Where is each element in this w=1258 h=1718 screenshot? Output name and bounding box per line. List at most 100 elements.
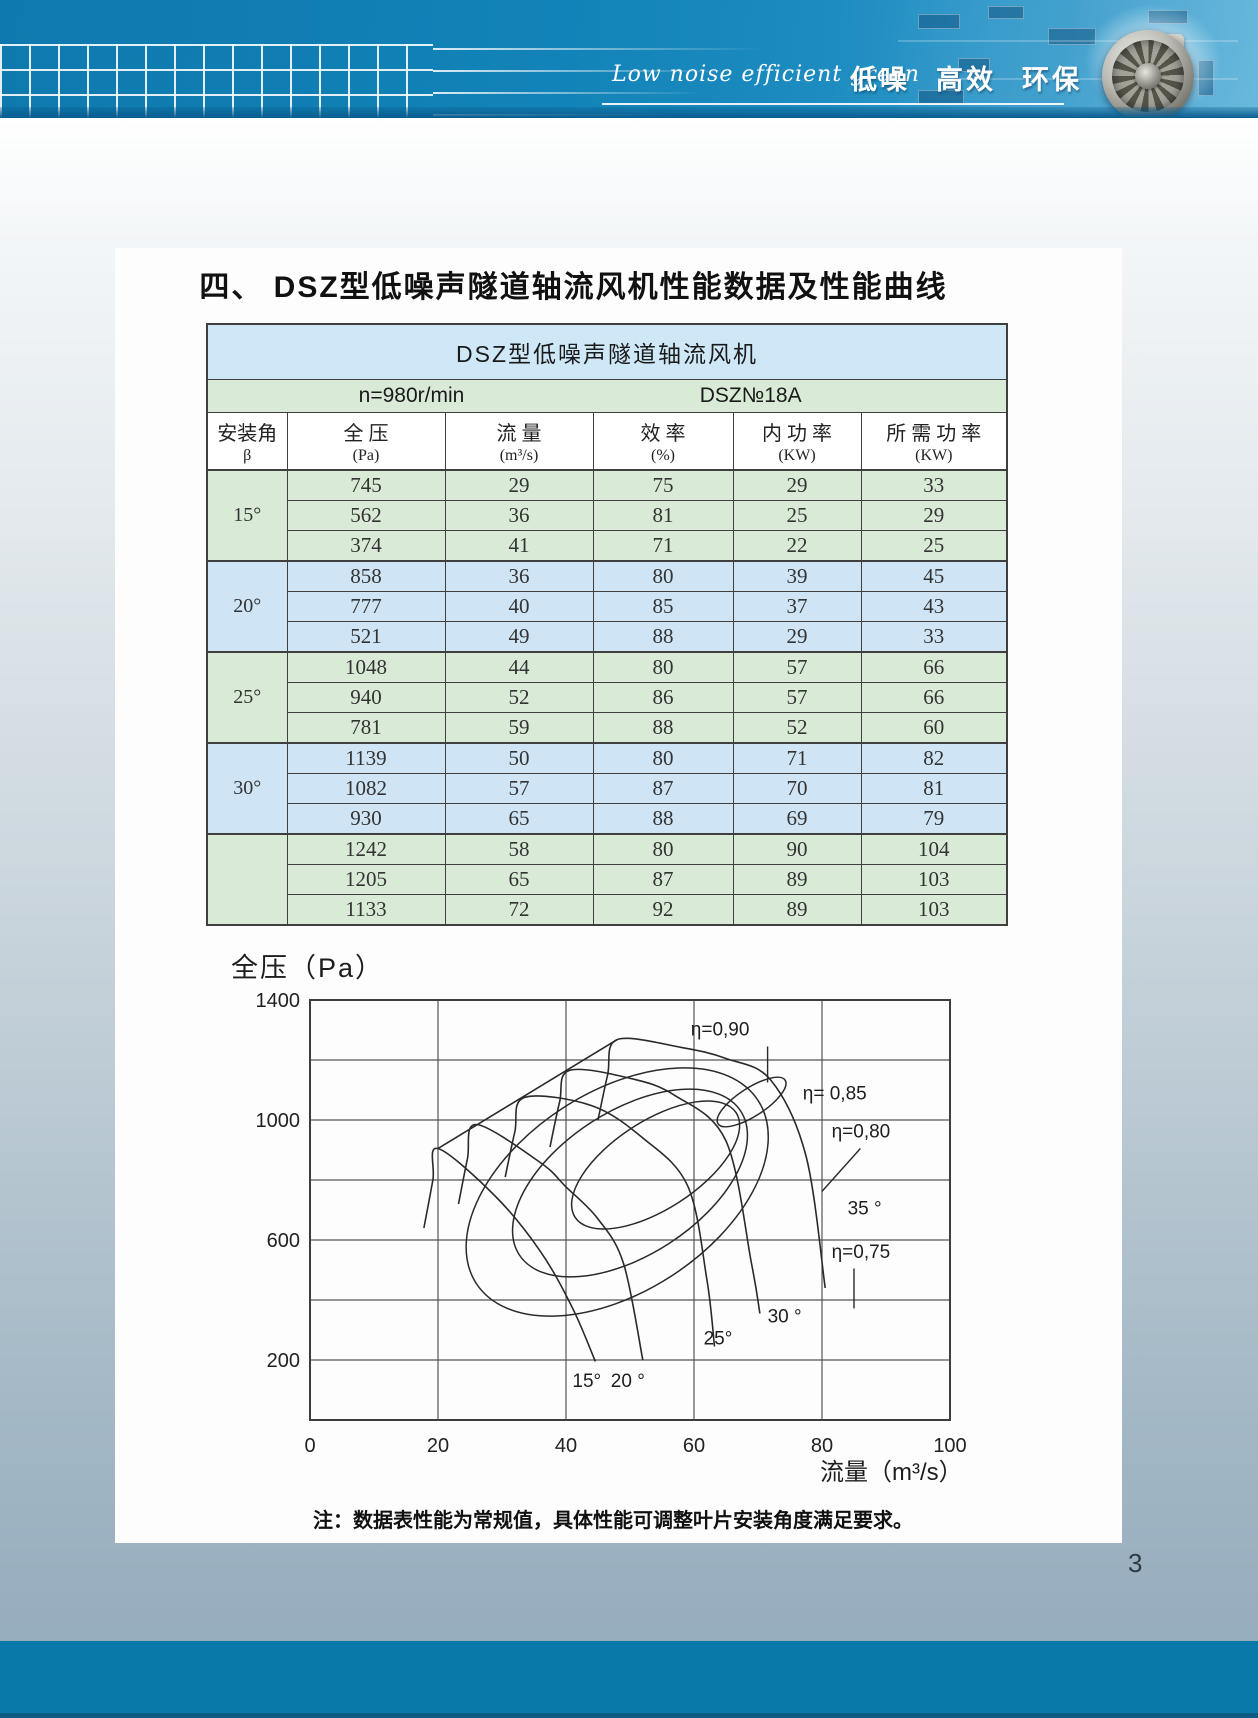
table-value-cell: 57: [732, 682, 862, 713]
blade-angle-cell: [206, 833, 288, 926]
table-value-cell: 33: [860, 469, 1008, 501]
blade-angle-cell: 30°: [206, 742, 288, 835]
fan-speed-value: n=980r/min: [358, 384, 465, 407]
table-value-cell: 45: [860, 560, 1008, 592]
table-value-cell: 103: [860, 864, 1008, 895]
table-value-cell: 1082: [286, 773, 446, 804]
banner-streak-line: [433, 92, 703, 94]
performance-note: 注：数据表性能为常规值，具体性能可调整叶片安装角度满足要求。: [313, 1510, 913, 1532]
table-value-cell: 940: [286, 682, 446, 713]
table-value-cell: 25: [732, 500, 862, 531]
flow-axis-label: 流量（m³/s）: [820, 1459, 963, 1486]
table-value-cell: 89: [732, 894, 862, 926]
column-header-cell: 流 量 (m³/s): [444, 412, 594, 471]
column-header-cell: 内 功 率 (KW): [732, 412, 862, 471]
table-value-cell: 65: [444, 864, 594, 895]
curve-label: 15°: [572, 1371, 601, 1392]
table-value-cell: 88: [592, 621, 734, 653]
table-value-cell: 25: [860, 530, 1008, 562]
blade-angle-cell: 15°: [206, 469, 288, 562]
table-value-cell: 80: [592, 833, 734, 865]
table-value-cell: 70: [732, 773, 862, 804]
table-value-cell: 1048: [286, 651, 446, 683]
table-value-cell: 57: [444, 773, 594, 804]
table-value-cell: 89: [732, 864, 862, 895]
pcb-chip: [918, 14, 960, 29]
banner-underline: [602, 103, 1064, 105]
curve-label: 30 °: [768, 1307, 802, 1328]
table-value-cell: 60: [860, 712, 1008, 744]
table-value-cell: 41: [444, 530, 594, 562]
tagline-word: 环保: [1022, 65, 1082, 95]
table-value-cell: 81: [592, 500, 734, 531]
table-value-cell: 43: [860, 591, 1008, 622]
table-value-cell: 57: [732, 651, 862, 683]
table-value-cell: 29: [732, 469, 862, 501]
x-axis-tick-label: 80: [811, 1435, 833, 1457]
column-header-cell: 全 压 (Pa): [286, 412, 446, 471]
fan-curve: [423, 1147, 597, 1362]
table-value-cell: 33: [860, 621, 1008, 653]
x-axis-tick-label: 0: [304, 1435, 315, 1457]
tagline-word: 低噪: [850, 65, 910, 95]
fan-curve: [504, 1095, 716, 1347]
curve-label: η=0,80: [832, 1121, 891, 1142]
fan-model-value: DSZ№18A: [699, 384, 802, 407]
surge-line: [437, 1038, 618, 1150]
banner-streak-line: [433, 70, 733, 72]
curve-label: η=0,75: [832, 1242, 891, 1263]
axial-fan-icon: [1102, 30, 1194, 118]
curve-label: η=0,90: [691, 1019, 750, 1040]
table-value-cell: 85: [592, 591, 734, 622]
table-value-cell: 44: [444, 651, 594, 683]
y-axis-tick-label: 1400: [256, 990, 301, 1012]
content-panel: 四、 DSZ型低噪声隧道轴流风机性能数据及性能曲线 DSZ型低噪声隧道轴流风机 n…: [115, 248, 1122, 1543]
pcb-chip: [988, 6, 1024, 19]
table-value-cell: 521: [286, 621, 446, 653]
column-header-cell: 效 率 (%): [592, 412, 734, 471]
table-value-cell: 81: [860, 773, 1008, 804]
table-value-cell: 781: [286, 712, 446, 744]
table-value-cell: 52: [732, 712, 862, 744]
column-header-cell: 安装角 β: [206, 412, 288, 471]
x-axis-tick-label: 100: [933, 1435, 966, 1457]
efficiency-contour: [511, 1088, 749, 1278]
table-value-cell: 40: [444, 591, 594, 622]
table-value-cell: 72: [444, 894, 594, 926]
table-value-cell: 87: [592, 864, 734, 895]
table-value-cell: 87: [592, 773, 734, 804]
fan-curve: [597, 1037, 826, 1289]
y-axis-tick-label: 600: [267, 1230, 300, 1252]
table-value-cell: 37: [732, 591, 862, 622]
table-value-cell: 88: [592, 712, 734, 744]
table-value-cell: 104: [860, 833, 1008, 865]
pcb-chip: [958, 58, 990, 72]
table-value-cell: 50: [444, 742, 594, 774]
curve-label: η= 0,85: [803, 1084, 867, 1105]
table-value-cell: 80: [592, 651, 734, 683]
table-value-cell: 36: [444, 500, 594, 531]
table-value-cell: 90: [732, 833, 862, 865]
footer-bar: [0, 1641, 1258, 1718]
efficiency-contour: [465, 1067, 770, 1317]
table-value-cell: 82: [860, 742, 1008, 774]
plot-border: [309, 999, 951, 1421]
table-value-cell: 22: [732, 530, 862, 562]
table-value-cell: 69: [732, 803, 862, 835]
table-value-cell: 65: [444, 803, 594, 835]
banner-tagline-chinese: 低噪 高效 环保: [850, 58, 1082, 97]
table-value-cell: 1133: [286, 894, 446, 926]
table-value-cell: 562: [286, 500, 446, 531]
table-value-cell: 71: [592, 530, 734, 562]
y-axis-tick-label: 1000: [256, 1110, 301, 1132]
performance-table: DSZ型低噪声隧道轴流风机 n=980r/min DSZ№18A 安装角 β 全 压 (Pa…: [206, 323, 1009, 926]
table-value-cell: 29: [860, 500, 1008, 531]
table-value-cell: 88: [592, 803, 734, 835]
table-value-cell: 103: [860, 894, 1008, 926]
table-subheader-cell: n=980r/min DSZ№18A: [206, 379, 1008, 413]
table-value-cell: 86: [592, 682, 734, 713]
table-value-cell: 59: [444, 712, 594, 744]
curve-label: 25°: [704, 1328, 733, 1349]
fan-curve: [549, 1068, 761, 1314]
chart-title: 全压（Pa）: [231, 953, 385, 983]
